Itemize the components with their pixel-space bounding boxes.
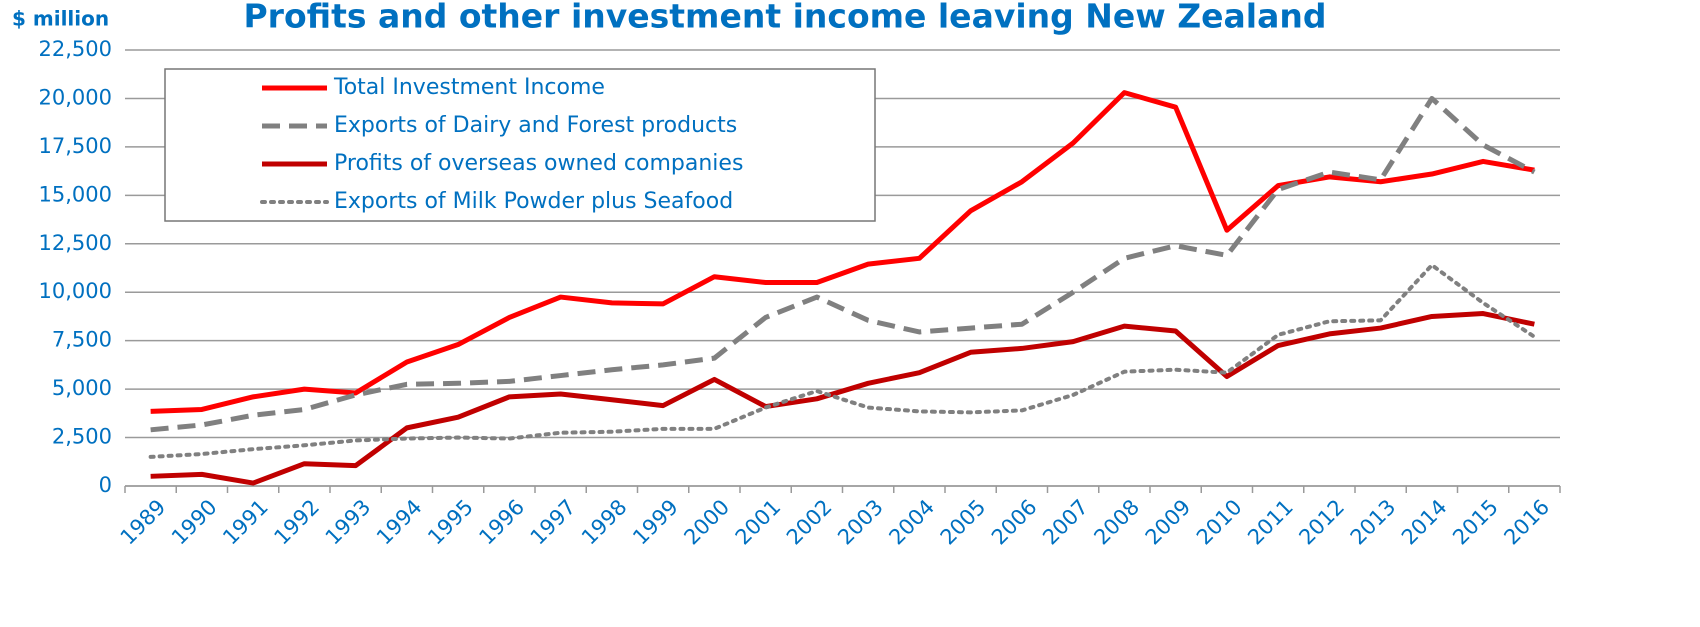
legend-label: Exports of Dairy and Forest products <box>334 113 737 138</box>
x-tick-label: 2007 <box>1038 495 1093 550</box>
y-axis-label: $ million <box>12 7 109 31</box>
x-tick-label: 1991 <box>218 495 273 550</box>
x-tick-label: 2002 <box>782 495 837 550</box>
x-tick-label: 1998 <box>577 495 632 550</box>
y-tick-label: 20,000 <box>39 85 112 109</box>
x-tick-label: 2016 <box>1499 495 1554 550</box>
y-tick-label: 7,500 <box>52 328 112 352</box>
x-tick-label: 2014 <box>1397 495 1452 550</box>
line-series <box>150 95 1536 433</box>
y-tick-label: 2,500 <box>52 425 112 449</box>
x-tick-label: 2013 <box>1346 495 1401 550</box>
y-tick-label: 17,500 <box>39 134 112 158</box>
x-tick-label: 1994 <box>372 495 427 550</box>
x-tick-label: 1989 <box>116 495 171 550</box>
x-tick-label: 1995 <box>423 495 478 550</box>
y-tick-label: 0 <box>99 473 112 497</box>
x-tick-label: 2015 <box>1448 495 1503 550</box>
x-tick-label: 2011 <box>1243 495 1298 550</box>
y-tick-label: 15,000 <box>39 182 112 206</box>
x-tick-label: 2012 <box>1294 495 1349 550</box>
y-tick-label: 22,500 <box>39 37 112 61</box>
x-tick-label: 2000 <box>679 495 734 550</box>
x-tick-label: 2001 <box>731 495 786 550</box>
x-tick-label: 2009 <box>1141 495 1196 550</box>
x-tick-label: 1992 <box>269 495 324 550</box>
x-tick-label: 1990 <box>167 495 222 550</box>
y-tick-label: 12,500 <box>39 231 112 255</box>
line-series <box>148 263 1537 459</box>
legend-label: Exports of Milk Powder plus Seafood <box>334 189 733 214</box>
legend-box <box>164 68 876 222</box>
x-tick-label: 2010 <box>1192 495 1247 550</box>
x-tick-label: 2005 <box>936 495 991 550</box>
x-tick-label: 1999 <box>628 495 683 550</box>
x-tick-label: 2008 <box>1089 495 1144 550</box>
chart-title: Profits and other investment income leav… <box>243 0 1326 36</box>
y-tick-label: 10,000 <box>39 279 112 303</box>
y-tick-label: 5,000 <box>52 376 112 400</box>
legend-label: Total Investment Income <box>333 75 605 100</box>
line-series <box>150 90 1535 414</box>
legend-label: Profits of overseas owned companies <box>334 151 743 176</box>
x-tick-label: 1996 <box>474 495 529 550</box>
x-tick-label: 2006 <box>987 495 1042 550</box>
x-tick-label: 2003 <box>833 495 888 550</box>
x-tick-label: 2004 <box>884 495 939 550</box>
x-tick-label: 1993 <box>321 495 376 550</box>
line-series <box>150 311 1535 486</box>
x-tick-label: 1997 <box>526 495 581 550</box>
